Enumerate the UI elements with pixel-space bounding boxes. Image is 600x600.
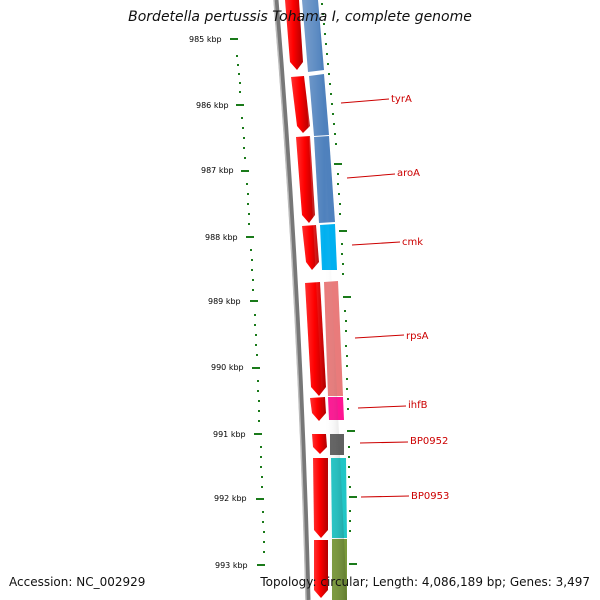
map-title: Bordetella pertussis Tohama I, complete … (128, 9, 472, 25)
tick-label: 993 kbp (215, 561, 248, 570)
gc-content-dots-left (230, 38, 265, 566)
cds-arrow (285, 0, 303, 70)
cds-arrow (291, 76, 310, 133)
gc-content-dots-right (321, 3, 357, 565)
tick-label: 987 kbp (201, 166, 234, 175)
cds-arrow (313, 458, 328, 538)
band-shading (302, 0, 347, 600)
tick-label: 991 kbp (213, 430, 246, 439)
scale-ticks: 985 kbp 986 kbp 987 kbp 988 kbp 989 kbp … (189, 35, 248, 570)
cds-arrow (314, 540, 328, 598)
backbone-highlight (273, 0, 307, 600)
gene-label-tyrA: tyrA (391, 94, 412, 105)
backbone-track (273, 0, 311, 600)
gene-label-ihfB: ihfB (408, 400, 428, 411)
tick-label: 992 kbp (214, 494, 247, 503)
gene-label-cmk: cmk (402, 237, 423, 248)
tick-label: 990 kbp (211, 363, 244, 372)
label-leaders (340, 98, 410, 498)
gene-label-BP0952: BP0952 (410, 436, 448, 447)
tick-label: 988 kbp (205, 233, 238, 242)
gene-label-BP0953: BP0953 (411, 491, 449, 502)
gene-label-rpsA: rpsA (406, 331, 429, 342)
tick-label: 985 kbp (189, 35, 222, 44)
cds-arrow (312, 434, 327, 454)
cds-arrow (310, 397, 326, 421)
accession-label: Accession: NC_002929 (9, 575, 146, 589)
gene-labels: tyrA aroA cmk rpsA ihfB BP0952 BP0953 (391, 94, 449, 502)
gene-label-aroA: aroA (397, 168, 420, 179)
gene-bands (302, 0, 347, 600)
topology-label: Topology: circular; Length: 4,086,189 bp… (260, 575, 590, 589)
tick-label: 986 kbp (196, 101, 229, 110)
tick-label: 989 kbp (208, 297, 241, 306)
cds-track (285, 0, 328, 598)
